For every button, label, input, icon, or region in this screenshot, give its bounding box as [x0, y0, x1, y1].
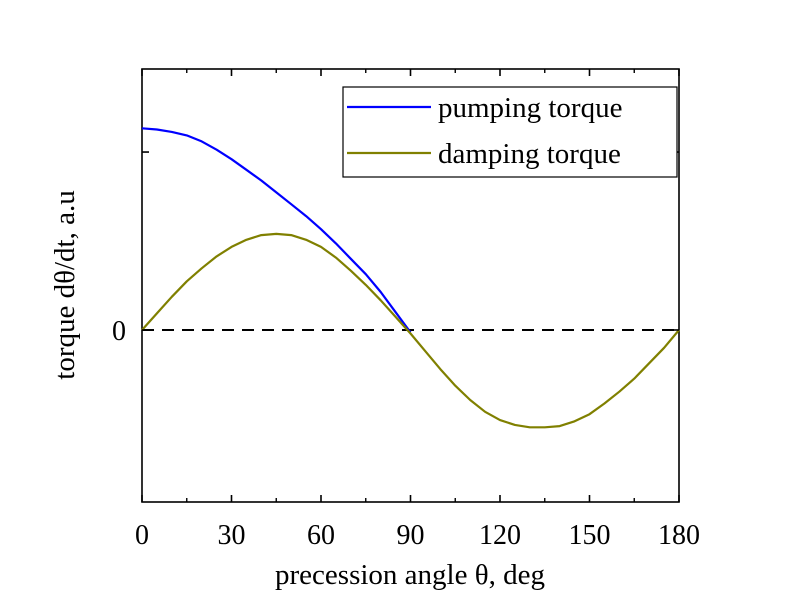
legend-box: [342, 86, 678, 178]
x-tick-label: 60: [307, 520, 335, 551]
series-line-damping-torque: [141, 232, 680, 429]
x-tick-label: 0: [135, 520, 149, 551]
y-tick-label: 0: [112, 316, 126, 347]
ticks-group: 0 30 60 90 120 150 180 0: [112, 69, 700, 551]
legend-label-pumping-torque: pumping torque: [438, 92, 622, 124]
legend: pumping torque damping torque: [342, 86, 678, 178]
x-tick-label: 180: [658, 520, 700, 551]
series-group: [141, 127, 680, 429]
x-tick-label: 120: [479, 520, 521, 551]
y-axis-label: torque dθ/dt, a.u: [49, 190, 81, 379]
x-tick-label: 30: [218, 520, 246, 551]
series-line-pumping-torque: [141, 127, 412, 334]
x-axis-label: precession angle θ, deg: [275, 559, 545, 591]
x-tick-label: 150: [569, 520, 611, 551]
legend-label-damping-torque: damping torque: [438, 138, 621, 170]
x-tick-label: 90: [397, 520, 425, 551]
